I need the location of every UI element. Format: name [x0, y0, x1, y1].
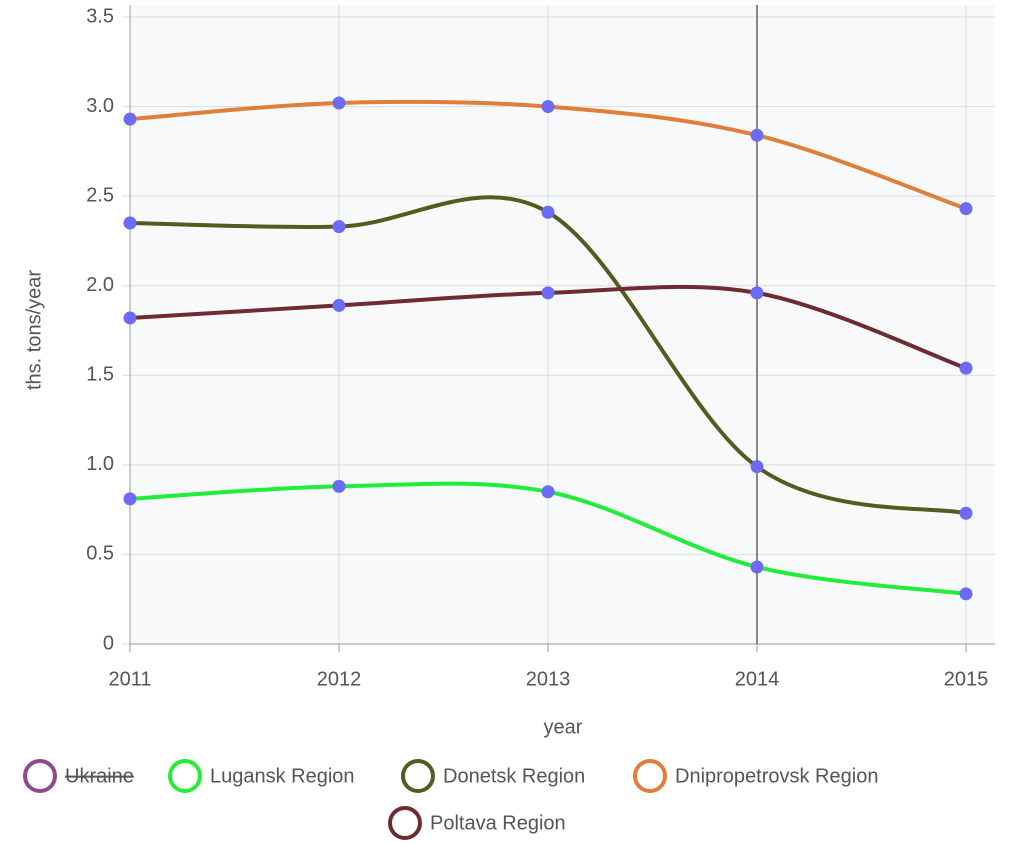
legend-marker	[23, 759, 57, 793]
line	[129, 195, 967, 516]
x-tick-label: 2014	[735, 668, 780, 690]
y-tick-label: 0.5	[86, 543, 114, 565]
legend-marker	[168, 759, 202, 793]
point	[750, 286, 764, 300]
legend-label: Poltava Region	[430, 812, 566, 834]
point	[123, 216, 137, 230]
point	[541, 100, 555, 114]
x-axis-label: year	[544, 716, 583, 738]
point	[123, 311, 137, 325]
x-tick-label: 2013	[526, 668, 571, 690]
point	[332, 298, 346, 312]
legend-label: Ukraine	[65, 765, 134, 787]
legend-marker	[633, 759, 667, 793]
point	[332, 96, 346, 110]
legend-item[interactable]: Dnipropetrovsk Region	[633, 759, 878, 793]
x-tick-label: 2015	[944, 668, 989, 690]
point	[750, 460, 764, 474]
point	[541, 485, 555, 499]
point	[750, 560, 764, 574]
point	[750, 128, 764, 142]
point	[332, 479, 346, 493]
legend-marker	[388, 806, 422, 840]
legend-label: Lugansk Region	[210, 765, 355, 787]
legend-item[interactable]: Poltava Region	[388, 806, 566, 840]
x-tick-label: 2011	[108, 668, 151, 690]
point	[959, 506, 973, 520]
plot-background	[130, 5, 995, 644]
x-tick-label: 2012	[317, 668, 362, 690]
point	[541, 205, 555, 219]
point	[123, 112, 137, 126]
point	[123, 492, 137, 506]
legend-marker	[401, 759, 435, 793]
y-tick-label: 1.0	[86, 453, 114, 475]
point	[332, 220, 346, 234]
legend-item[interactable]: Donetsk Region	[401, 759, 585, 793]
point	[541, 286, 555, 300]
y-tick-label: 3.0	[86, 95, 114, 117]
point	[959, 202, 973, 216]
point	[959, 587, 973, 601]
legend-item[interactable]: Lugansk Region	[168, 759, 355, 793]
y-tick-label: 0	[103, 632, 114, 654]
y-axis-label: ths. tons/year	[23, 270, 45, 390]
y-tick-label: 3.5	[86, 5, 114, 27]
y-tick-label: 2.0	[86, 274, 114, 296]
legend-item[interactable]: Ukraine	[23, 759, 134, 793]
point	[959, 361, 973, 375]
legend-label: Donetsk Region	[443, 765, 585, 787]
legend-label: Dnipropetrovsk Region	[675, 765, 878, 787]
y-tick-label: 1.5	[86, 364, 114, 386]
y-tick-label: 2.5	[86, 184, 114, 206]
